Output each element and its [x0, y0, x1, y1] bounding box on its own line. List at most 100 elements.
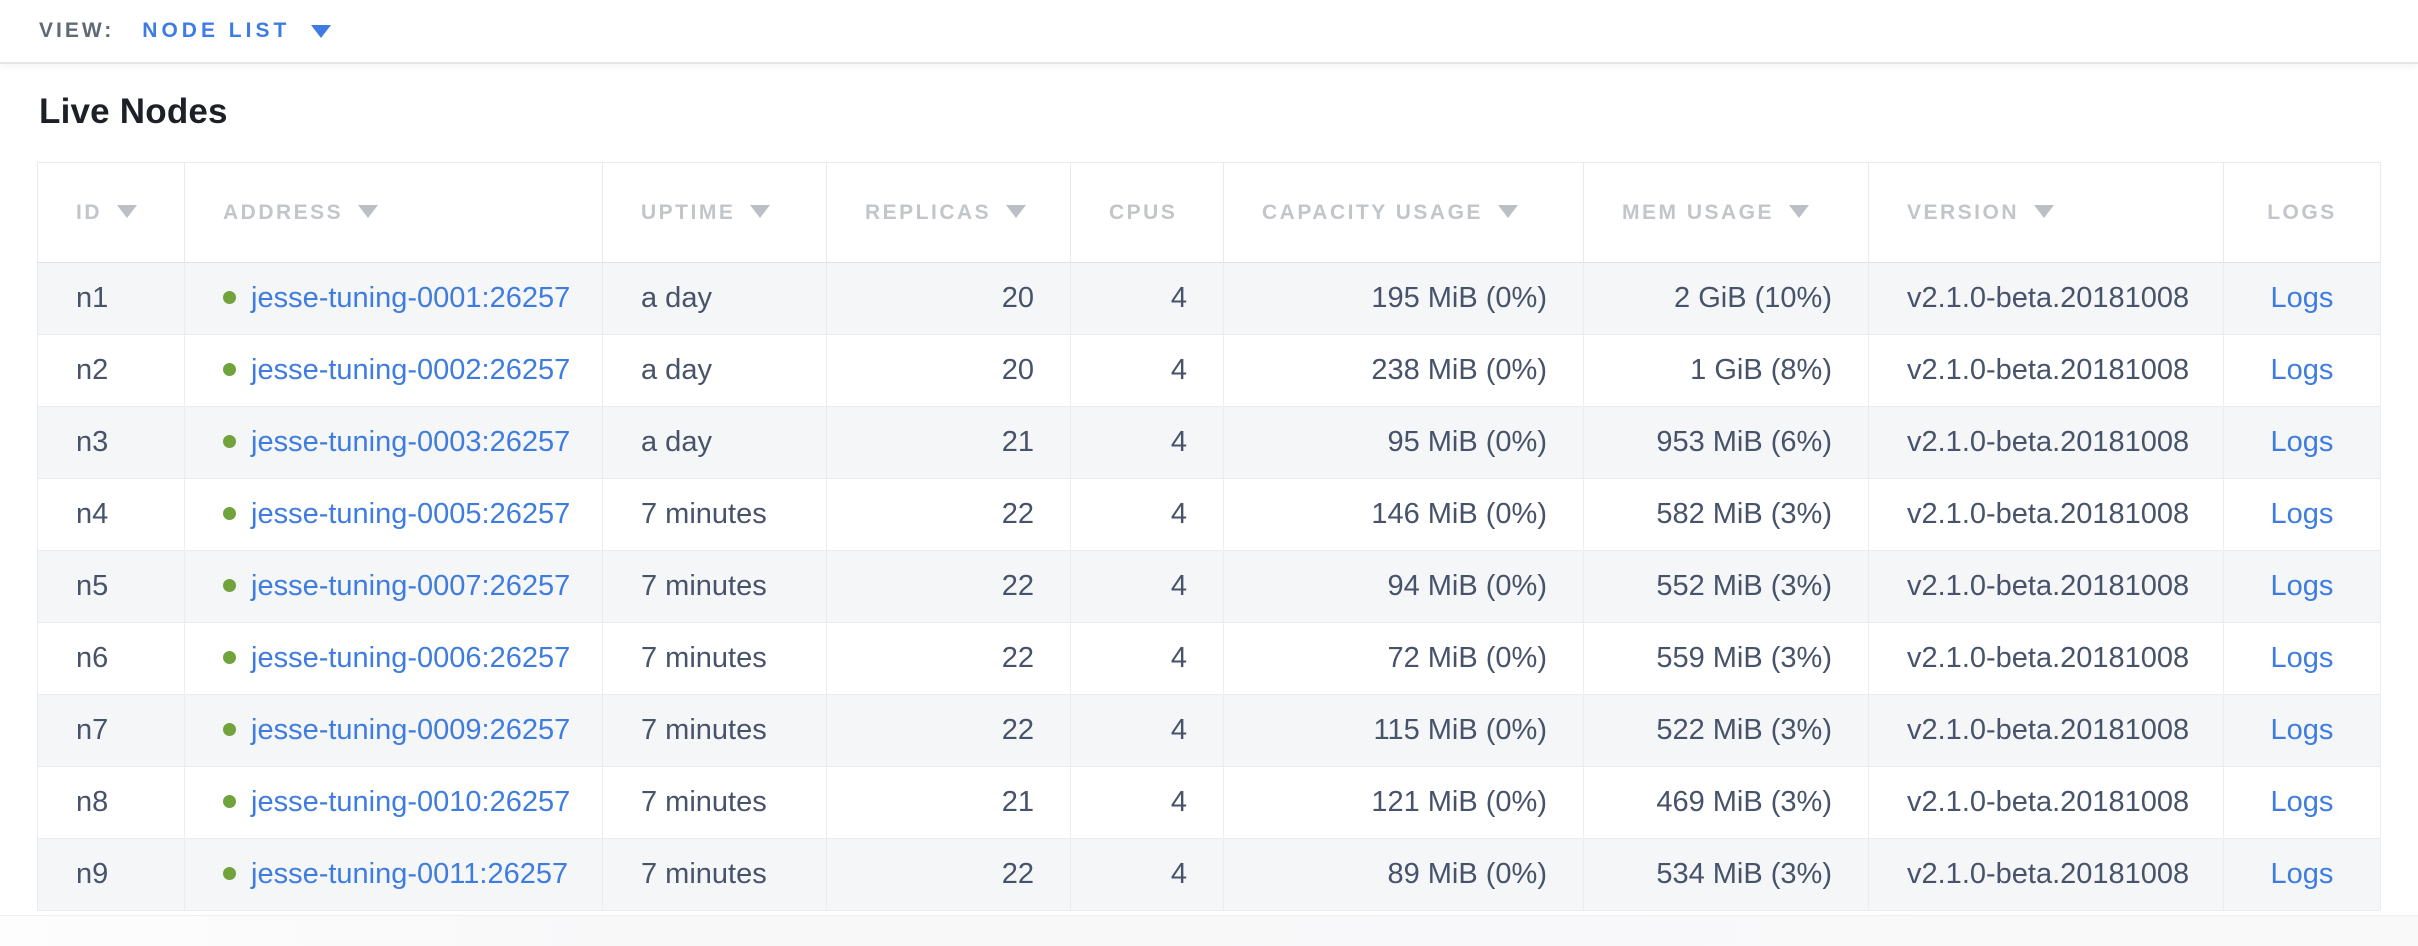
cell-value: 4 — [1170, 570, 1187, 602]
cell-capacity_usage: 95 MiB (0%) — [1223, 406, 1584, 479]
cell-address: jesse-tuning-0011:26257 — [184, 838, 603, 911]
node-address-link[interactable]: jesse-tuning-0005:26257 — [251, 498, 571, 530]
page-title: Live Nodes — [39, 92, 228, 131]
cell-replicas: 22 — [826, 478, 1071, 551]
column-header-mem_usage[interactable]: MEM USAGE — [1583, 162, 1869, 263]
column-header-cpus: CPUS — [1070, 162, 1224, 263]
cell-cpus: 4 — [1070, 838, 1224, 911]
cell-capacity_usage: 72 MiB (0%) — [1223, 622, 1584, 695]
logs-link[interactable]: Logs — [2270, 786, 2334, 818]
cell-value: 4 — [1170, 858, 1187, 890]
cell-value: 22 — [1001, 642, 1034, 674]
cell-uptime: 7 minutes — [602, 478, 827, 551]
table-header-row: ID ADDRESS UPTIME REPLICAS CPUS CAPACITY USAG… — [37, 162, 2381, 263]
column-header-label: CAPACITY USAGE — [1262, 200, 1483, 224]
node-live-status-icon — [223, 795, 236, 808]
cell-value: v2.1.0-beta.20181008 — [1907, 642, 2190, 674]
node-address-link[interactable]: jesse-tuning-0001:26257 — [251, 282, 571, 314]
logs-link[interactable]: Logs — [2270, 354, 2334, 386]
cell-address: jesse-tuning-0005:26257 — [184, 478, 603, 551]
cell-capacity_usage: 121 MiB (0%) — [1223, 766, 1584, 839]
column-header-id[interactable]: ID — [37, 162, 185, 263]
cell-value: v2.1.0-beta.20181008 — [1907, 570, 2190, 602]
cell-mem_usage: 1 GiB (8%) — [1583, 334, 1869, 407]
table-row: n4 jesse-tuning-0005:26257 7 minutes 22 4 146… — [37, 478, 2381, 551]
cell-address: jesse-tuning-0001:26257 — [184, 262, 603, 335]
cell-value: 94 MiB (0%) — [1387, 570, 1547, 602]
column-header-address[interactable]: ADDRESS — [184, 162, 603, 263]
cell-uptime: 7 minutes — [602, 550, 827, 623]
cell-version: v2.1.0-beta.20181008 — [1868, 622, 2224, 695]
cell-capacity_usage: 89 MiB (0%) — [1223, 838, 1584, 911]
column-header-label: REPLICAS — [865, 200, 992, 224]
node-address-link[interactable]: jesse-tuning-0003:26257 — [251, 426, 571, 458]
logs-link[interactable]: Logs — [2270, 498, 2334, 530]
column-header-uptime[interactable]: UPTIME — [602, 162, 827, 263]
cell-version: v2.1.0-beta.20181008 — [1868, 262, 2224, 335]
logs-link[interactable]: Logs — [2270, 714, 2334, 746]
live-nodes-table: ID ADDRESS UPTIME REPLICAS CPUS CAPACITY USAG… — [37, 162, 2381, 911]
cell-value: 20 — [1001, 354, 1034, 386]
logs-link[interactable]: Logs — [2270, 858, 2334, 890]
node-address-link[interactable]: jesse-tuning-0007:26257 — [251, 570, 571, 602]
node-address-link[interactable]: jesse-tuning-0006:26257 — [251, 642, 571, 674]
view-selector-bar: VIEW: NODE LIST — [0, 0, 2418, 64]
cell-capacity_usage: 238 MiB (0%) — [1223, 334, 1584, 407]
cell-replicas: 22 — [826, 694, 1071, 767]
logs-link[interactable]: Logs — [2270, 570, 2334, 602]
column-header-logs: LOGS — [2223, 162, 2381, 263]
cell-value: 2 GiB (10%) — [1674, 282, 1832, 314]
cell-replicas: 22 — [826, 622, 1071, 695]
cell-value: n5 — [76, 570, 109, 602]
cell-capacity_usage: 195 MiB (0%) — [1223, 262, 1584, 335]
cell-mem_usage: 469 MiB (3%) — [1583, 766, 1869, 839]
view-dropdown-value[interactable]: NODE LIST — [142, 19, 291, 42]
cell-id: n8 — [37, 766, 185, 839]
cell-mem_usage: 522 MiB (3%) — [1583, 694, 1869, 767]
cell-capacity_usage: 94 MiB (0%) — [1223, 550, 1584, 623]
column-header-replicas[interactable]: REPLICAS — [826, 162, 1071, 263]
cell-value: 4 — [1170, 498, 1187, 530]
node-address-link[interactable]: jesse-tuning-0011:26257 — [251, 858, 569, 890]
cell-logs: Logs — [2223, 838, 2381, 911]
node-address-link[interactable]: jesse-tuning-0009:26257 — [251, 714, 571, 746]
cell-version: v2.1.0-beta.20181008 — [1868, 550, 2224, 623]
cell-value: 7 minutes — [641, 570, 767, 602]
cell-value: 121 MiB (0%) — [1371, 786, 1547, 818]
column-header-capacity_usage[interactable]: CAPACITY USAGE — [1223, 162, 1584, 263]
cell-cpus: 4 — [1070, 262, 1224, 335]
column-header-label: MEM USAGE — [1622, 200, 1775, 224]
cell-version: v2.1.0-beta.20181008 — [1868, 406, 2224, 479]
cell-value: 4 — [1170, 426, 1187, 458]
cell-value: v2.1.0-beta.20181008 — [1907, 498, 2190, 530]
column-header-label: LOGS — [2267, 200, 2337, 224]
cell-value: a day — [641, 426, 712, 458]
cell-address: jesse-tuning-0006:26257 — [184, 622, 603, 695]
node-address-link[interactable]: jesse-tuning-0010:26257 — [251, 786, 571, 818]
node-live-status-icon — [223, 435, 236, 448]
cell-logs: Logs — [2223, 550, 2381, 623]
cell-value: 146 MiB (0%) — [1371, 498, 1547, 530]
logs-link[interactable]: Logs — [2270, 642, 2334, 674]
table-row: n7 jesse-tuning-0009:26257 7 minutes 22 4 115… — [37, 694, 2381, 767]
cell-value: 7 minutes — [641, 498, 767, 530]
cell-value: 22 — [1001, 498, 1034, 530]
logs-link[interactable]: Logs — [2270, 282, 2334, 314]
node-address-link[interactable]: jesse-tuning-0002:26257 — [251, 354, 571, 386]
cell-value: 22 — [1001, 858, 1034, 890]
column-header-version[interactable]: VERSION — [1868, 162, 2224, 263]
view-dropdown[interactable]: NODE LIST — [142, 19, 332, 43]
cell-value: 95 MiB (0%) — [1387, 426, 1547, 458]
cell-value: 953 MiB (6%) — [1656, 426, 1832, 458]
node-live-status-icon — [223, 507, 236, 520]
node-live-status-icon — [223, 291, 236, 304]
cell-address: jesse-tuning-0010:26257 — [184, 766, 603, 839]
caret-down-icon — [311, 24, 332, 38]
logs-link[interactable]: Logs — [2270, 426, 2334, 458]
cell-cpus: 4 — [1070, 334, 1224, 407]
cell-value: 22 — [1001, 714, 1034, 746]
cell-cpus: 4 — [1070, 766, 1224, 839]
cell-mem_usage: 559 MiB (3%) — [1583, 622, 1869, 695]
cell-value: 238 MiB (0%) — [1371, 354, 1547, 386]
cell-value: 552 MiB (3%) — [1656, 570, 1832, 602]
